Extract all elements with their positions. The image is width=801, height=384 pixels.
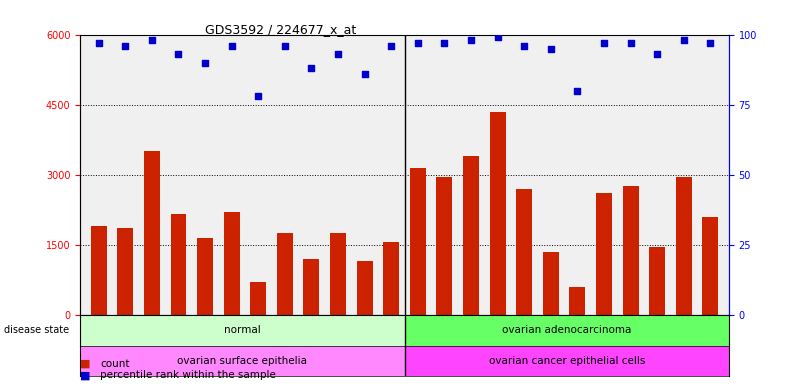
Bar — [405, 315, 729, 346]
Point — [491, 34, 504, 40]
Point — [332, 51, 344, 57]
Bar — [80, 346, 405, 376]
Point — [252, 93, 264, 99]
Point — [624, 40, 637, 46]
Point — [172, 51, 185, 57]
Bar — [356, 261, 372, 315]
Bar — [543, 252, 559, 315]
Bar — [516, 189, 532, 315]
Bar — [171, 214, 187, 315]
Text: ovarian cancer epithelial cells: ovarian cancer epithelial cells — [489, 356, 645, 366]
Bar — [117, 228, 133, 315]
Bar — [223, 212, 239, 315]
Point — [650, 51, 663, 57]
Point — [412, 40, 425, 46]
Text: disease state: disease state — [4, 325, 69, 335]
Bar — [250, 282, 266, 315]
Point — [517, 43, 530, 49]
Bar — [649, 247, 665, 315]
Bar — [144, 151, 160, 315]
Point — [704, 40, 717, 46]
Bar — [277, 233, 293, 315]
Point — [384, 43, 397, 49]
Text: GDS3592 / 224677_x_at: GDS3592 / 224677_x_at — [205, 23, 356, 36]
Point — [598, 40, 610, 46]
Point — [438, 40, 451, 46]
Bar — [80, 315, 405, 346]
Bar — [570, 287, 586, 315]
Point — [199, 60, 211, 66]
Text: ■: ■ — [80, 370, 91, 380]
Point — [92, 40, 105, 46]
Point — [146, 37, 159, 43]
Text: ovarian adenocarcinoma: ovarian adenocarcinoma — [502, 325, 631, 335]
Bar — [405, 346, 729, 376]
Bar — [330, 233, 346, 315]
Point — [571, 88, 584, 94]
Text: normal: normal — [224, 325, 260, 335]
Point — [119, 43, 131, 49]
Point — [678, 37, 690, 43]
Point — [225, 43, 238, 49]
Bar — [437, 177, 453, 315]
Bar — [304, 259, 320, 315]
Text: ■: ■ — [80, 359, 91, 369]
Bar — [410, 168, 426, 315]
Text: count: count — [100, 359, 130, 369]
Bar — [197, 238, 213, 315]
Bar — [91, 226, 107, 315]
Point — [545, 45, 557, 51]
Bar — [489, 112, 505, 315]
Bar — [596, 193, 612, 315]
Bar — [702, 217, 718, 315]
Point — [358, 71, 371, 77]
Bar — [622, 186, 638, 315]
Text: ovarian surface epithelia: ovarian surface epithelia — [177, 356, 308, 366]
Text: percentile rank within the sample: percentile rank within the sample — [100, 370, 276, 380]
Point — [465, 37, 477, 43]
Bar — [463, 156, 479, 315]
Bar — [676, 177, 692, 315]
Point — [305, 65, 318, 71]
Bar — [383, 242, 399, 315]
Point — [279, 43, 292, 49]
